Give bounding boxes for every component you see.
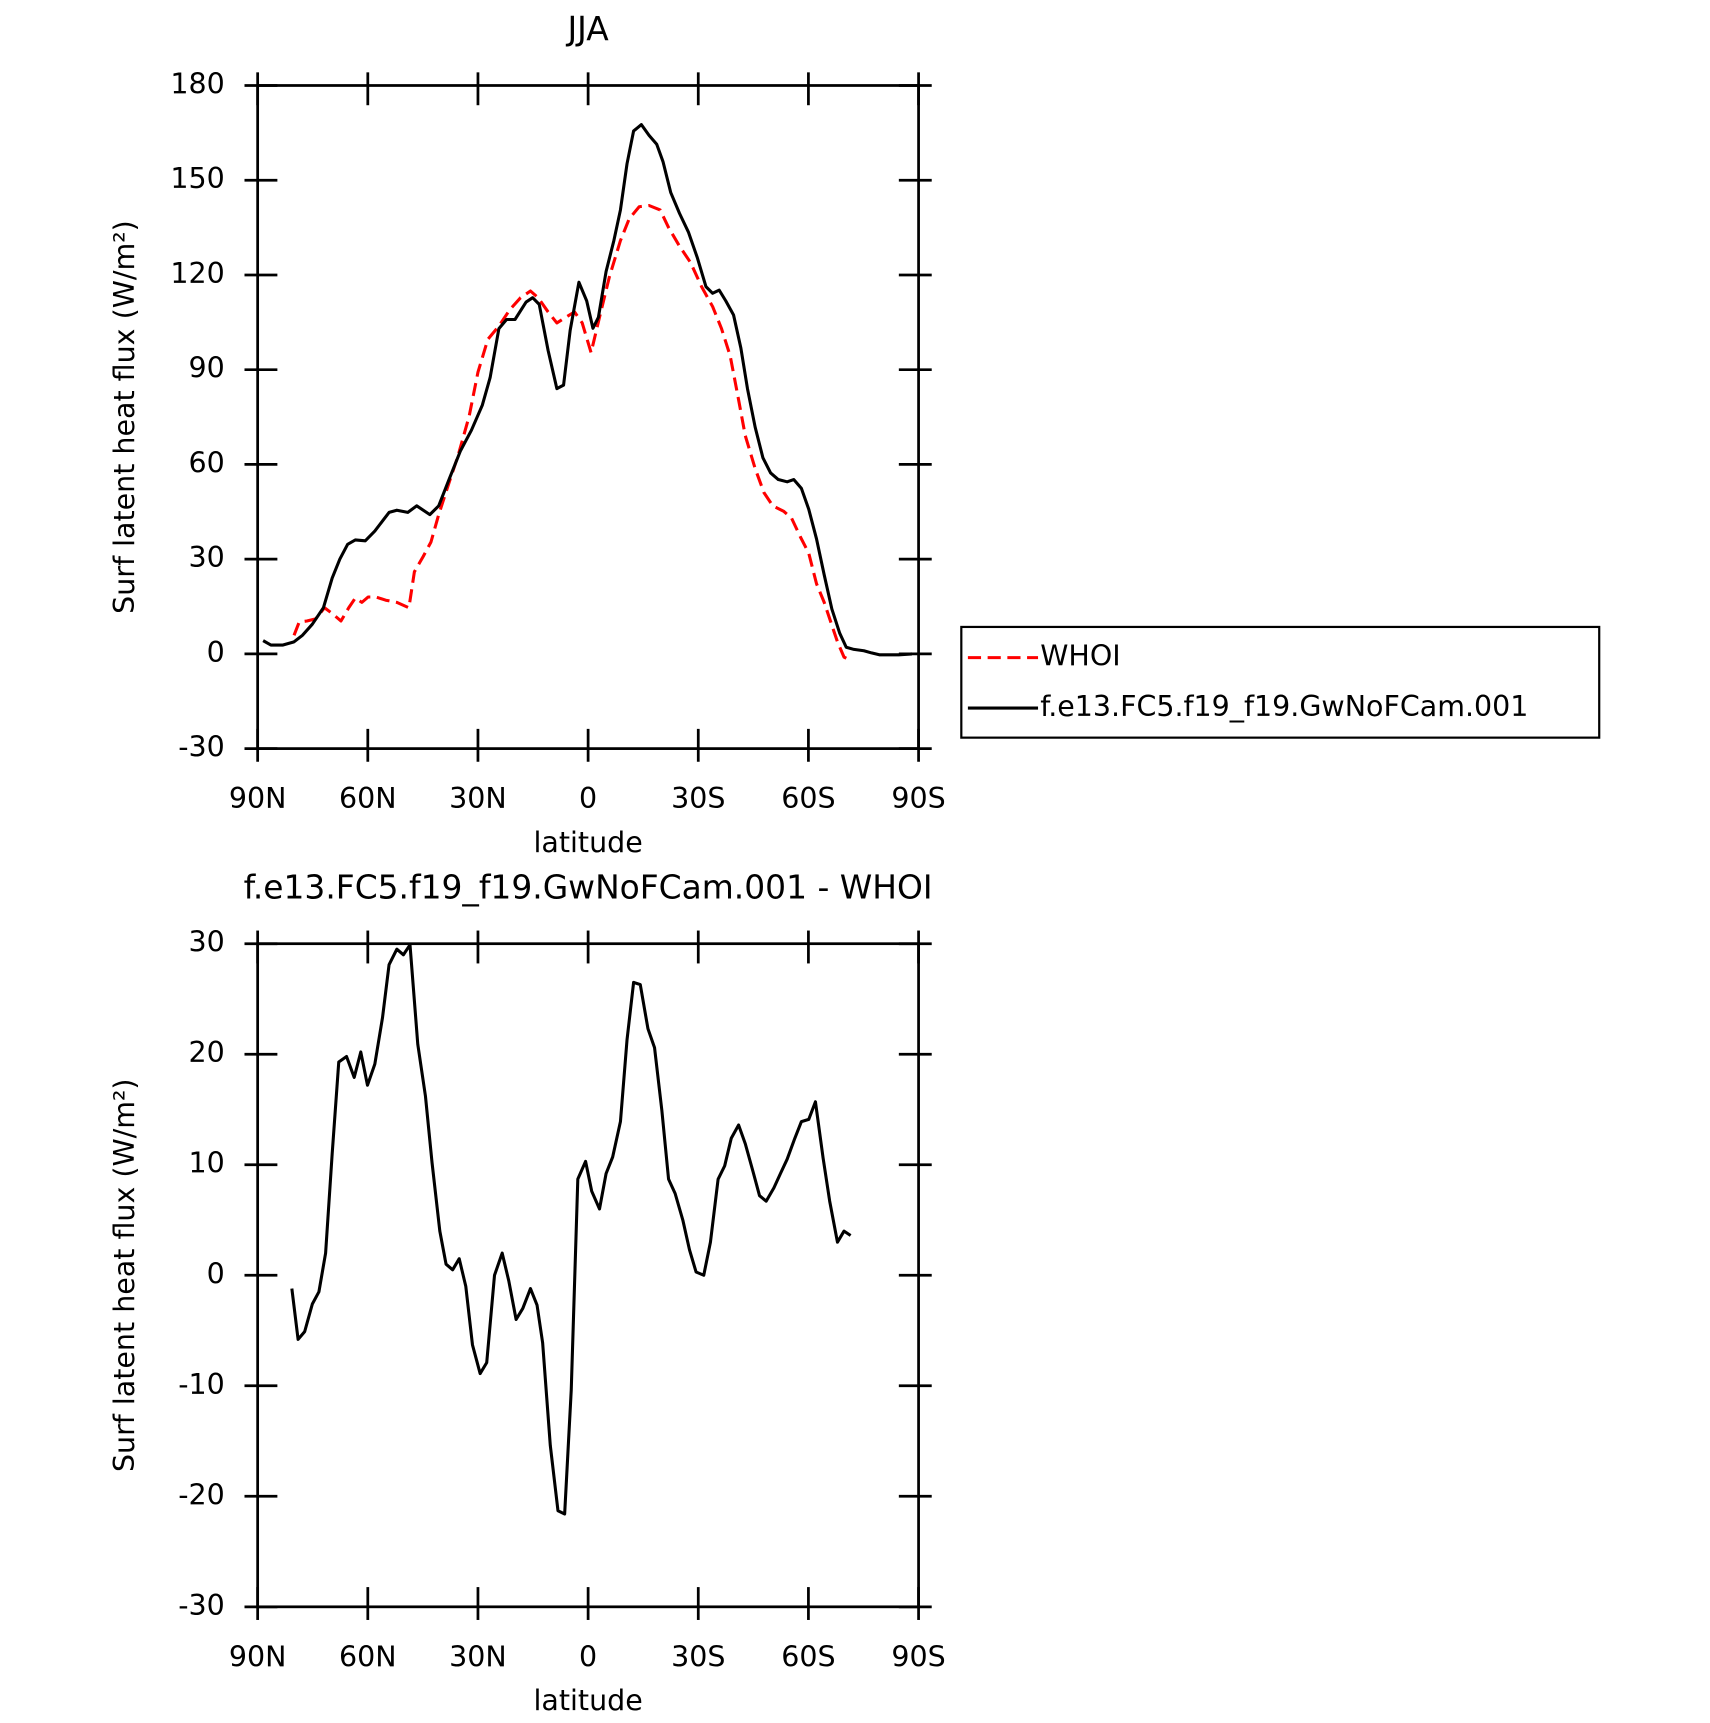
legend-label: WHOI — [1040, 640, 1120, 673]
x-tick-label: 90S — [891, 1640, 945, 1673]
y-tick-label: 60 — [189, 446, 225, 479]
data-line — [290, 943, 852, 1516]
x-axis-label: latitude — [533, 1684, 642, 1717]
legend: WHOI f.e13.FC5.f19_f19.GwNoFCam.001 — [960, 625, 1601, 739]
x-tick-label: 30S — [671, 782, 725, 815]
x-tick-label: 60S — [781, 1640, 835, 1673]
y-axis-label: Surf latent heat flux (W/m²) — [108, 1078, 141, 1472]
y-tick-label: 180 — [170, 67, 224, 100]
y-tick-label: -30 — [178, 1589, 225, 1622]
y-axis-label: Surf latent heat flux (W/m²) — [108, 220, 141, 614]
x-axis-label: latitude — [533, 826, 642, 859]
y-tick-label: -10 — [178, 1368, 225, 1401]
x-tick-label: 30S — [671, 1640, 725, 1673]
x-tick-label: 60N — [339, 782, 397, 815]
x-tick-label: 30N — [449, 782, 507, 815]
y-tick-label: 150 — [170, 162, 224, 195]
y-tick-label: 0 — [207, 636, 225, 669]
x-tick-label: 60S — [781, 782, 835, 815]
x-tick-label: 30N — [449, 1640, 507, 1673]
x-tick-label: 90N — [229, 782, 287, 815]
x-tick-label: 0 — [579, 1640, 597, 1673]
y-tick-label: 120 — [170, 257, 224, 290]
data-line — [292, 203, 852, 662]
chart-title: JJA — [565, 9, 609, 48]
x-tick-label: 0 — [579, 782, 597, 815]
y-tick-label: 90 — [189, 352, 225, 385]
y-tick-label: -30 — [178, 731, 225, 764]
chart-title: f.e13.FC5.f19_f19.GwNoFCam.001 - WHOI — [244, 867, 933, 906]
data-line — [262, 123, 913, 657]
plot-frame — [256, 942, 920, 1609]
y-tick-label: 30 — [189, 541, 225, 574]
y-tick-label: 10 — [189, 1147, 225, 1180]
legend-label: f.e13.FC5.f19_f19.GwNoFCam.001 — [1040, 690, 1528, 723]
plot-frame — [256, 84, 920, 750]
y-tick-label: -20 — [178, 1478, 225, 1511]
y-tick-label: 30 — [189, 926, 225, 959]
x-tick-label: 90S — [891, 782, 945, 815]
y-tick-label: 20 — [189, 1036, 225, 1069]
legend-box — [960, 625, 1601, 739]
y-tick-label: 0 — [207, 1257, 225, 1290]
x-tick-label: 90N — [229, 1640, 287, 1673]
x-tick-label: 60N — [339, 1640, 397, 1673]
